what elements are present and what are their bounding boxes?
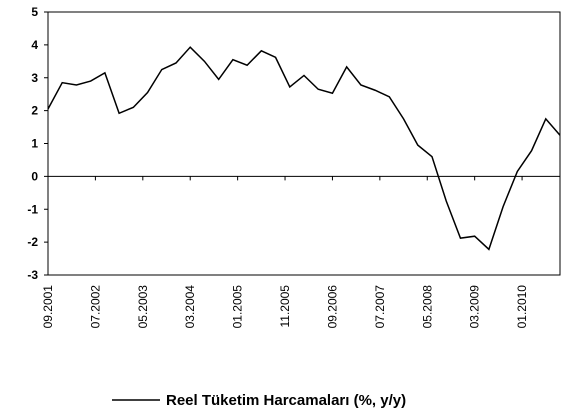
x-tick-label: 01.2010	[515, 285, 529, 329]
plot-frame	[47, 11, 561, 276]
x-tick-label: 01.2005	[231, 285, 245, 329]
y-tick-label: -1	[27, 202, 38, 216]
y-tick-label: 1	[31, 137, 38, 151]
x-tick-label: 11.2005	[278, 285, 292, 328]
x-tick-label: 09.2001	[41, 285, 55, 329]
x-tick-label: 05.2003	[136, 285, 150, 329]
y-tick-label: 4	[31, 38, 38, 52]
y-tick-label: 2	[31, 104, 38, 118]
y-tick-label: 3	[31, 71, 38, 85]
line-series	[47, 46, 561, 251]
x-tick-label: 07.2002	[88, 285, 102, 329]
x-tick-label: 07.2007	[373, 285, 387, 329]
x-tick-label: 03.2009	[468, 285, 482, 329]
y-tick-label: 5	[31, 5, 38, 19]
y-tick-label: -3	[27, 268, 38, 282]
y-tick-label: 0	[31, 169, 38, 183]
x-tick-label: 03.2004	[183, 285, 197, 329]
legend-label: Reel Tüketim Harcamaları (%, y/y)	[166, 392, 406, 409]
x-tick-label: 09.2006	[325, 285, 339, 329]
x-tick-label: 05.2008	[420, 285, 434, 329]
y-tick-label: -2	[27, 235, 38, 249]
